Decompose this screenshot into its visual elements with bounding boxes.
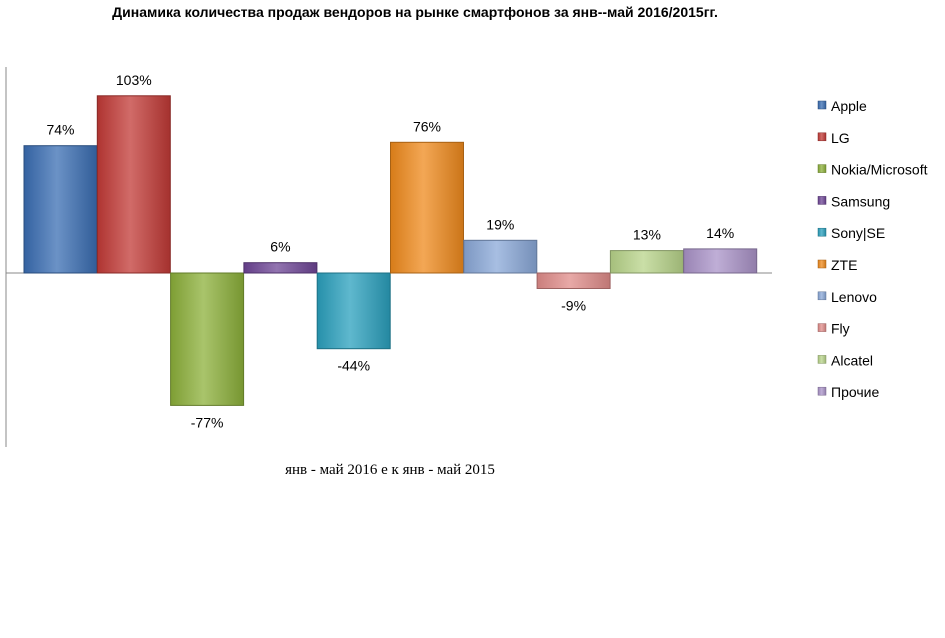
legend-label-nokia-microsoft: Nokia/Microsoft <box>831 162 928 178</box>
legend-label-zte: ZTE <box>831 257 857 273</box>
bar-lenovo <box>463 239 538 274</box>
legend: Apple LG Nokia/Microsoft Samsung Sony|SE ZTE L… <box>817 98 928 400</box>
legend-swatch-zte <box>817 259 827 269</box>
bar-nokia-microsoft <box>170 272 245 406</box>
legend-label-fly: Fly <box>831 321 850 337</box>
data-label-zte: 76% <box>413 118 441 134</box>
legend-label-alcatel: Alcatel <box>831 352 873 368</box>
legend-swatch-sony-se <box>817 227 827 237</box>
legend-swatch-lg <box>817 132 827 142</box>
legend-swatch-apple <box>817 100 827 110</box>
chart-title: Динамика количества продаж вендоров на р… <box>112 4 718 20</box>
legend-swatch-samsung <box>817 196 827 205</box>
bar-lg <box>96 95 171 274</box>
data-label-sony-se: -44% <box>337 358 370 374</box>
legend-swatch-fly <box>817 323 827 332</box>
bar-zte <box>390 141 464 274</box>
data-label-alcatel: 13% <box>633 227 661 243</box>
legend-label-lenovo: Lenovo <box>831 289 877 305</box>
data-label-lenovo: 19% <box>486 216 514 232</box>
data-label-прочие: 14% <box>706 225 734 241</box>
legend-label-lg: LG <box>831 130 850 146</box>
data-label-fly: -9% <box>561 298 586 314</box>
legend-swatch-nokia-microsoft <box>817 164 827 173</box>
legend-swatch-alcatel <box>817 355 827 364</box>
legend-label-samsung: Samsung <box>831 193 890 209</box>
data-label-lg: 103% <box>116 72 152 88</box>
bar-fly <box>536 272 611 289</box>
x-axis-category-label: янв - май 2016 е к янв - май 2015 <box>285 462 495 478</box>
bars-group <box>23 95 758 406</box>
data-labels-group: 74% 103% -77% 6% -44% 76% 19% -9% 13% 14% <box>46 72 734 431</box>
legend-swatch-прочие <box>817 386 827 396</box>
data-label-samsung: 6% <box>270 239 290 255</box>
legend-label-apple: Apple <box>831 98 867 114</box>
legend-label-прочие: Прочие <box>831 384 879 400</box>
bar-apple <box>23 145 98 274</box>
legend-label-sony-se: Sony|SE <box>831 225 885 241</box>
data-label-apple: 74% <box>46 122 74 138</box>
bar-прочие <box>683 248 758 274</box>
bar-alcatel <box>609 250 684 274</box>
legend-swatch-lenovo <box>817 291 827 301</box>
bar-sony-se <box>316 272 391 350</box>
data-label-nokia-microsoft: -77% <box>191 414 224 430</box>
bar-samsung <box>243 262 318 274</box>
